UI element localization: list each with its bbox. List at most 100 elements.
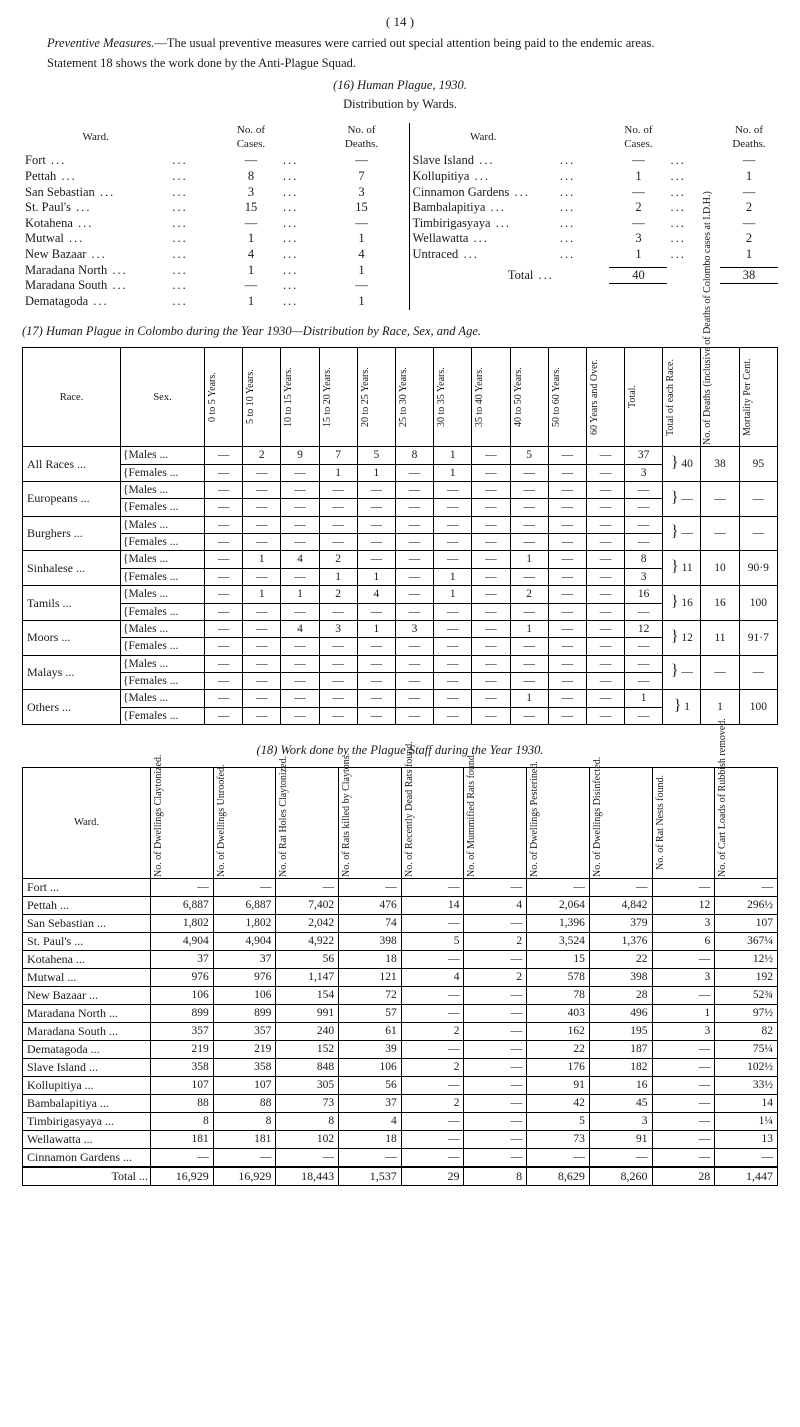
cell-value: 1,396 xyxy=(527,914,590,932)
cell-value: 8 xyxy=(395,447,433,464)
cell-value: 15 xyxy=(527,950,590,968)
table-row: Pettah ...6,8876,8877,4024761442,0644,84… xyxy=(23,896,778,914)
sex-female: {Females ... xyxy=(121,499,205,516)
table-row: New Bazaar ......4...4 xyxy=(22,247,391,263)
table-row: Slave Island ......—...— xyxy=(410,153,779,169)
leader-dots: ... xyxy=(169,231,222,247)
race-name: All Races ... xyxy=(23,447,121,482)
cell-value: 358 xyxy=(151,1058,214,1076)
table-row: Kollupitiya ......1...1 xyxy=(410,169,779,185)
deaths-value: 2 xyxy=(720,231,778,247)
cell-value: — xyxy=(510,603,548,620)
cell-value: — xyxy=(243,620,281,637)
cell-value: — xyxy=(510,481,548,498)
cell-value: 1 xyxy=(510,551,548,568)
total-deaths: 38 xyxy=(720,268,778,284)
leader-dots: ... xyxy=(280,153,333,169)
cell-value: — xyxy=(319,534,357,551)
table-row: Burghers ...{Males ...————————————} ——— xyxy=(23,516,778,533)
leader-dots: ... xyxy=(169,278,222,294)
cell-value: 496 xyxy=(589,1004,652,1022)
t18-h5: No. of Mummified Rats found. xyxy=(466,769,479,877)
cell-value: — xyxy=(151,878,214,896)
cell-value: — xyxy=(434,673,472,690)
ward-name: Kollupitiya ... xyxy=(410,169,557,185)
total-row: Total ...16,92916,92918,4431,5372988,629… xyxy=(23,1167,778,1186)
cell-value: — xyxy=(652,1040,715,1058)
cell-value: — xyxy=(548,481,586,498)
total-value: 16,929 xyxy=(213,1167,276,1186)
deaths-value: — xyxy=(333,153,391,169)
leader-dots: ... xyxy=(280,247,333,263)
cell-value: 97½ xyxy=(715,1004,778,1022)
cell-value: — xyxy=(401,1112,464,1130)
sex-female: {Females ... xyxy=(121,673,205,690)
cell-value: — xyxy=(586,516,624,533)
cell-value: 3,524 xyxy=(527,932,590,950)
t17-age-9: 50 to 60 Years. xyxy=(551,349,564,445)
leader-dots: ... xyxy=(557,200,610,216)
cell-value: 162 xyxy=(527,1022,590,1040)
ward-name: Timbirigasyaya ... xyxy=(410,216,557,232)
cell-value: — xyxy=(357,673,395,690)
cell-value: 4,842 xyxy=(589,896,652,914)
cases-value: — xyxy=(609,185,667,201)
leader-dots: ... xyxy=(169,153,222,169)
cell-value: 102 xyxy=(276,1130,339,1148)
ward-name: St. Paul's ... xyxy=(22,200,169,216)
t17-tail-3: Mortality Per Cent. xyxy=(742,349,755,445)
table-row: San Sebastian ...1,8021,8022,04274——1,39… xyxy=(23,914,778,932)
race-total: } 11 xyxy=(663,551,701,586)
table-row: Fort ...—————————— xyxy=(23,878,778,896)
leader-dots: ... xyxy=(169,263,222,279)
deaths-value: 1 xyxy=(333,294,391,310)
t16-title-text: (16) Human Plague, 1930. xyxy=(333,78,467,92)
total-value: 1,537 xyxy=(339,1167,402,1186)
cell-value: — xyxy=(548,620,586,637)
cell-value: — xyxy=(510,673,548,690)
cell-value: — xyxy=(243,655,281,672)
cell-value: — xyxy=(319,603,357,620)
deaths-value: 7 xyxy=(333,169,391,185)
cell-value: 4,904 xyxy=(213,932,276,950)
cell-value: — xyxy=(401,986,464,1004)
leader-dots: ... xyxy=(169,247,222,263)
cell-value: 6 xyxy=(652,932,715,950)
cell-value: 195 xyxy=(589,1022,652,1040)
leader-dots: ... xyxy=(667,169,720,185)
cell-value: — xyxy=(464,1112,527,1130)
cell-value: — xyxy=(434,516,472,533)
cell-value: 1 xyxy=(652,1004,715,1022)
t16r-head-ward: Ward. xyxy=(410,123,557,154)
t18-h0: No. of Dwellings Claytonized. xyxy=(153,769,166,877)
cell-value: 13 xyxy=(715,1130,778,1148)
cell-value: — xyxy=(472,447,510,464)
cell-value: — xyxy=(281,690,319,707)
cell-value: 219 xyxy=(151,1040,214,1058)
cell-value: 3 xyxy=(625,568,663,585)
leader-dots: ... xyxy=(280,278,333,294)
table-row: Bambalapitiya ...888873372—4245—14 xyxy=(23,1094,778,1112)
cell-value: 88 xyxy=(151,1094,214,1112)
table17-caption: (17) Human Plague in Colombo during the … xyxy=(22,324,778,340)
total-value: 18,443 xyxy=(276,1167,339,1186)
cases-value: — xyxy=(222,216,280,232)
cases-value: 1 xyxy=(609,169,667,185)
cell-value: 56 xyxy=(276,950,339,968)
cell-value: 1¼ xyxy=(715,1112,778,1130)
race-mortality: — xyxy=(739,481,777,516)
cell-value: — xyxy=(395,568,433,585)
cell-value: 219 xyxy=(213,1040,276,1058)
table17: Race. Sex. 0 to 5 Years. 5 to 10 Years. … xyxy=(22,347,778,725)
cell-value: — xyxy=(243,568,281,585)
cell-value: — xyxy=(510,464,548,481)
cell-value: — xyxy=(281,603,319,620)
cell-value: 37 xyxy=(339,1094,402,1112)
cell-value: — xyxy=(586,603,624,620)
cases-value: 3 xyxy=(609,231,667,247)
cell-value: — xyxy=(586,551,624,568)
ward-name: Wellawatta ... xyxy=(23,1130,151,1148)
cell-value: 1 xyxy=(357,620,395,637)
cell-value: 1 xyxy=(434,447,472,464)
cell-value: — xyxy=(205,707,243,724)
